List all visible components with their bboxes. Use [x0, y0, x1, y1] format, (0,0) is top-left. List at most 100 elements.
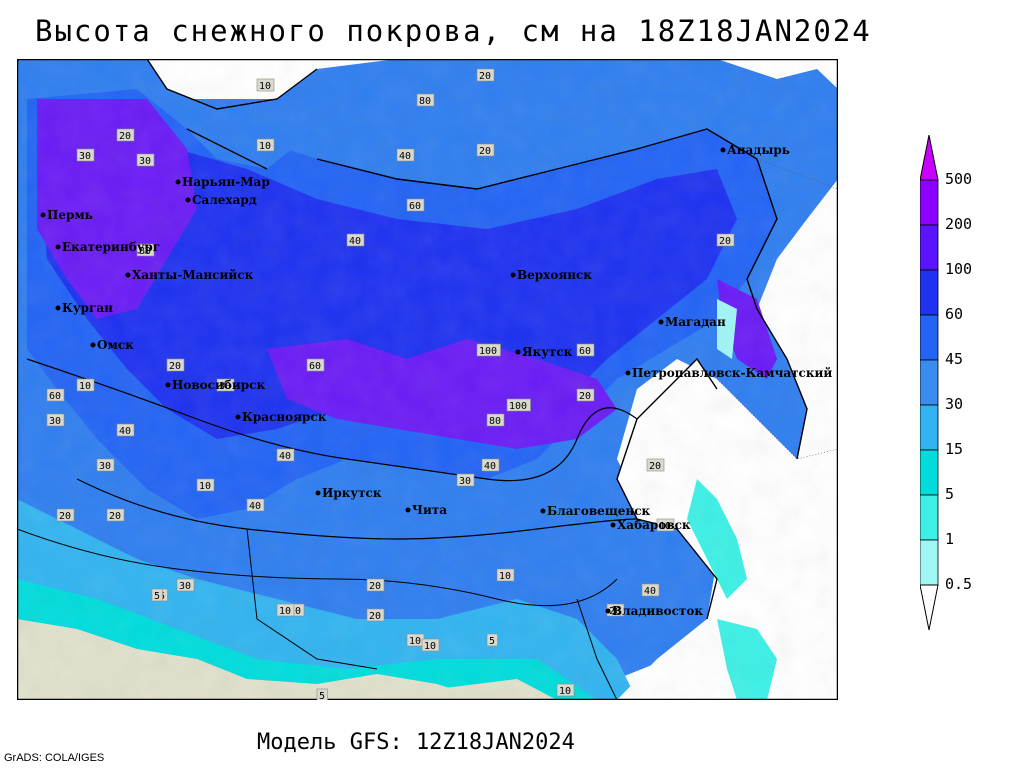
- city-dot: [235, 414, 241, 420]
- contour-label-box: [656, 518, 675, 532]
- city-dot: [125, 272, 131, 278]
- color-legend: [920, 135, 939, 631]
- contour-label-box: [486, 633, 498, 647]
- country-border-south: [17, 528, 618, 607]
- contour-label: 80: [419, 96, 431, 107]
- contour-label-box: [576, 343, 595, 357]
- city-markers: Нарьян-Мар Салехард Пермь Екатеринбург Ханты…: [40, 143, 832, 618]
- contour-label: 100: [479, 346, 497, 357]
- contour-label: 30: [99, 461, 111, 472]
- contour-label-box: [256, 78, 275, 92]
- contour-label: 10: [499, 571, 511, 582]
- contour-label: 20: [59, 511, 71, 522]
- contour-label-box: [716, 233, 735, 247]
- city-dot: [55, 305, 61, 311]
- contour-label-box: [396, 148, 415, 162]
- city-dot: [540, 508, 546, 514]
- contour-label-box: [56, 508, 75, 522]
- contour-label-box: [641, 583, 660, 597]
- city-dot: [90, 342, 96, 348]
- city-dot: [405, 507, 411, 513]
- contour-label-box: [476, 143, 495, 157]
- legend-label: 45: [945, 350, 964, 368]
- contour-label-box: [306, 358, 325, 372]
- contour-label-box: [421, 638, 440, 652]
- contour-label: 40: [249, 501, 261, 512]
- contour-label: 20: [579, 391, 591, 402]
- contour-label: 30: [139, 156, 151, 167]
- contour-label: 10: [559, 686, 571, 697]
- contour-label-box: [476, 343, 501, 357]
- legend-swatch: [920, 179, 939, 226]
- contour-label: 80: [489, 416, 501, 427]
- city-dot: [315, 490, 321, 496]
- contour-label: 20: [479, 146, 491, 157]
- city-dot: [658, 319, 664, 325]
- contour-label: 40: [484, 461, 496, 472]
- contour-label: 10: [289, 606, 301, 617]
- contour-label-box: [646, 458, 665, 472]
- map-frame: [17, 59, 838, 700]
- legend-swatch: [920, 314, 939, 361]
- contour-label: 40: [279, 451, 291, 462]
- city-dot: [510, 272, 516, 278]
- legend-label: 5: [945, 485, 955, 503]
- contour-label-box: [576, 388, 595, 402]
- contour-label: 20: [479, 71, 491, 82]
- contour-label-box: [456, 473, 475, 487]
- city-label: Новосибирск: [172, 378, 265, 392]
- contour-label: 20: [609, 606, 621, 617]
- contour-label-box: [276, 448, 295, 462]
- contour-label-box: [166, 358, 185, 372]
- city-label: Чита: [412, 503, 447, 517]
- contour-label: 30: [179, 581, 191, 592]
- contour-label: 10: [259, 141, 271, 152]
- grads-credit: GrADS: COLA/IGES: [4, 752, 105, 764]
- graticule: [17, 59, 838, 460]
- legend-label: 60: [945, 305, 964, 323]
- contour-label-box: [196, 478, 215, 492]
- legend-label: 1: [945, 530, 955, 548]
- contour-label-box: [176, 578, 195, 592]
- contour-label: 20: [119, 131, 131, 142]
- city-label: Владивосток: [612, 604, 703, 618]
- city-label: Иркутск: [322, 486, 382, 500]
- contour-label: 60: [409, 201, 421, 212]
- contour-label-box: [496, 568, 515, 582]
- contour-label-box: [136, 243, 155, 257]
- city-dot: [605, 608, 611, 614]
- contour-label: 10: [279, 606, 291, 617]
- city-label: Салехард: [192, 193, 257, 207]
- country-border-north: [26, 358, 638, 482]
- contour-label-box: [366, 578, 385, 592]
- contour-label: 10: [409, 636, 421, 647]
- contour-label-box: [316, 688, 328, 700]
- city-label: Якутск: [522, 345, 573, 359]
- contour-label-box: [76, 378, 95, 392]
- border-china: [246, 528, 378, 670]
- city-dot: [610, 522, 616, 528]
- contour-label: 10: [79, 381, 91, 392]
- contour-label-box: [46, 388, 65, 402]
- contour-label: 10: [259, 81, 271, 92]
- city-dot: [40, 212, 46, 218]
- contour-label-box: [96, 458, 115, 472]
- city-label: Магадан: [665, 315, 726, 329]
- legend-label: 30: [945, 395, 964, 413]
- contour-label-box: [481, 458, 500, 472]
- contour-label-box: [556, 683, 575, 697]
- snow-depth-map: 10 20 30 40 60 80 100 10 20 30 40 60 80 20 30 40 10 20 30 5…: [17, 59, 838, 700]
- contour-label: 20: [649, 461, 661, 472]
- contour-label: 40: [119, 426, 131, 437]
- contour-label: 100: [509, 401, 527, 412]
- city-label: Красноярск: [242, 410, 327, 424]
- contour-label-box: [106, 508, 125, 522]
- contour-label: 80: [139, 246, 151, 257]
- city-label: Пермь: [47, 208, 93, 222]
- contour-label: 10: [424, 641, 436, 652]
- contour-label: 5: [154, 591, 160, 602]
- contour-label-box: [476, 68, 495, 82]
- contour-label: 30: [219, 381, 231, 392]
- city-dot: [625, 370, 631, 376]
- legend-label: 500: [945, 170, 973, 188]
